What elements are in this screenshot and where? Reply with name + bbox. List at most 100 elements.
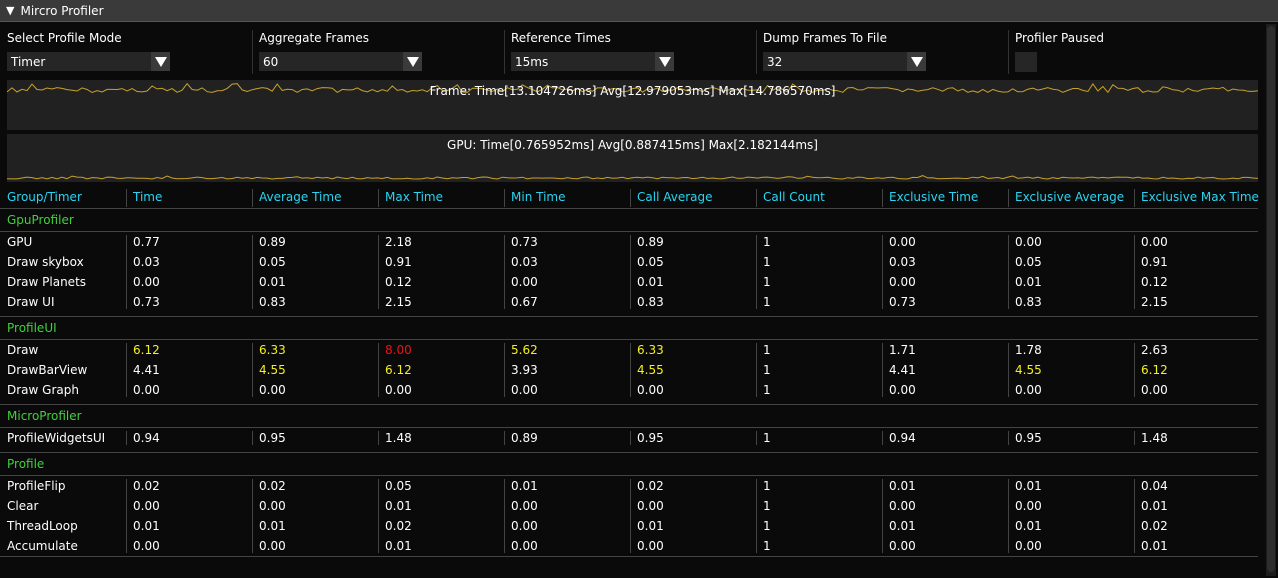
table-row[interactable]: GPU 0.77 0.89 2.18 0.73 0.89 1 0.00 0.00 0.00 bbox=[0, 232, 1264, 252]
timer-value: 0.03 bbox=[511, 255, 538, 269]
timer-value: 0.91 bbox=[385, 255, 412, 269]
column-separator bbox=[252, 343, 253, 397]
timer-name: Draw UI bbox=[7, 295, 55, 309]
timer-value: 1 bbox=[763, 295, 771, 309]
timer-value: 0.77 bbox=[133, 235, 160, 249]
table-bottom-divider bbox=[0, 556, 1258, 557]
profiler-title-bar[interactable]: ▼ Mircro Profiler bbox=[0, 0, 1278, 22]
profiler-paused-checkbox[interactable] bbox=[1015, 52, 1037, 72]
table-row[interactable]: Accumulate 0.00 0.00 0.01 0.00 0.00 1 0.00 0.00 0… bbox=[0, 536, 1264, 556]
column-header[interactable]: Call Average bbox=[637, 190, 713, 204]
timer-value: 0.12 bbox=[385, 275, 412, 289]
timer-value: 0.12 bbox=[1141, 275, 1168, 289]
timer-value: 0.00 bbox=[133, 383, 160, 397]
column-header[interactable]: Group/Timer bbox=[7, 190, 82, 204]
timer-value: 0.95 bbox=[637, 431, 664, 445]
table-header: Group/Timer Time Average Time Max Time Min T… bbox=[0, 186, 1264, 208]
column-separator bbox=[252, 479, 253, 553]
column-header[interactable]: Average Time bbox=[259, 190, 342, 204]
control-0: Select Profile Mode Timer bbox=[0, 22, 252, 76]
timer-value: 1 bbox=[763, 499, 771, 513]
column-separator bbox=[630, 189, 631, 207]
timer-value: 6.12 bbox=[385, 363, 412, 377]
table-row[interactable]: ProfileWidgetsUI 0.94 0.95 1.48 0.89 0.95 1 0.9… bbox=[0, 428, 1264, 448]
table-row[interactable]: Draw Planets 0.00 0.01 0.12 0.00 0.01 1 0.00 0.0… bbox=[0, 272, 1264, 292]
control-dropdown[interactable]: 15ms bbox=[511, 52, 674, 71]
table-row[interactable]: Draw 6.12 6.33 8.00 5.62 6.33 1 1.71 1.78 2.63 bbox=[0, 340, 1264, 360]
column-separator bbox=[1134, 189, 1135, 207]
table-row[interactable]: ThreadLoop 0.01 0.01 0.02 0.00 0.01 1 0.01 0.01 0… bbox=[0, 516, 1264, 536]
timer-value: 0.00 bbox=[1015, 499, 1042, 513]
timer-value: 0.02 bbox=[259, 479, 286, 493]
timer-value: 0.00 bbox=[511, 383, 538, 397]
timer-value: 0.00 bbox=[889, 383, 916, 397]
timer-value: 0.04 bbox=[1141, 479, 1168, 493]
timer-value: 0.00 bbox=[1141, 235, 1168, 249]
column-header[interactable]: Min Time bbox=[511, 190, 566, 204]
timer-name: Draw Planets bbox=[7, 275, 87, 289]
timer-value: 0.02 bbox=[637, 479, 664, 493]
timer-value: 0.01 bbox=[511, 479, 538, 493]
column-header[interactable]: Call Count bbox=[763, 190, 825, 204]
control-separator bbox=[756, 30, 757, 74]
column-header[interactable]: Max Time bbox=[385, 190, 443, 204]
control-dropdown[interactable]: Timer bbox=[7, 52, 170, 71]
group-header-row: MicroProfiler bbox=[0, 404, 1264, 428]
table-row[interactable]: Clear 0.00 0.00 0.01 0.00 0.00 1 0.00 0.00 0.01 bbox=[0, 496, 1264, 516]
timer-value: 0.03 bbox=[889, 255, 916, 269]
timer-name: ThreadLoop bbox=[7, 519, 78, 533]
scrollbar-thumb[interactable] bbox=[1267, 26, 1275, 572]
column-header[interactable]: Exclusive Max Time bbox=[1141, 190, 1259, 204]
timer-value: 0.00 bbox=[1015, 235, 1042, 249]
timer-value: 4.55 bbox=[637, 363, 664, 377]
column-separator bbox=[1008, 479, 1009, 553]
column-separator bbox=[882, 189, 883, 207]
dropdown-arrow-button[interactable] bbox=[655, 52, 674, 71]
table-row[interactable]: Draw Graph 0.00 0.00 0.00 0.00 0.00 1 0.00 0.00 0… bbox=[0, 380, 1264, 400]
column-separator bbox=[630, 431, 631, 445]
control-dropdown[interactable]: 32 bbox=[763, 52, 926, 71]
table-row[interactable]: ProfileFlip 0.02 0.02 0.05 0.01 0.02 1 0.01 0.01… bbox=[0, 476, 1264, 496]
column-separator bbox=[252, 189, 253, 207]
control-label: Reference Times bbox=[511, 31, 611, 45]
timer-value: 1 bbox=[763, 479, 771, 493]
column-header[interactable]: Exclusive Time bbox=[889, 190, 979, 204]
column-separator bbox=[378, 343, 379, 397]
timer-value: 4.41 bbox=[889, 363, 916, 377]
window-title: Mircro Profiler bbox=[20, 3, 104, 18]
control-dropdown[interactable]: 60 bbox=[259, 52, 422, 71]
column-separator bbox=[126, 235, 127, 309]
column-separator bbox=[1134, 235, 1135, 309]
collapse-triangle-icon[interactable]: ▼ bbox=[6, 4, 15, 17]
timer-value: 4.55 bbox=[259, 363, 286, 377]
timer-value: 6.33 bbox=[259, 343, 286, 357]
timer-value: 1.48 bbox=[1141, 431, 1168, 445]
dropdown-arrow-button[interactable] bbox=[151, 52, 170, 71]
column-header[interactable]: Exclusive Average bbox=[1015, 190, 1125, 204]
timer-value: 0.89 bbox=[259, 235, 286, 249]
timer-value: 0.91 bbox=[1141, 255, 1168, 269]
timer-value: 1 bbox=[763, 383, 771, 397]
timer-value: 4.41 bbox=[133, 363, 160, 377]
dropdown-value: Timer bbox=[11, 54, 46, 69]
timer-value: 0.01 bbox=[259, 519, 286, 533]
column-header[interactable]: Time bbox=[133, 190, 163, 204]
dropdown-arrow-button[interactable] bbox=[403, 52, 422, 71]
timer-value: 1 bbox=[763, 235, 771, 249]
graph-polyline bbox=[7, 175, 1258, 180]
timer-value: 0.02 bbox=[1141, 519, 1168, 533]
timer-value: 0.00 bbox=[511, 275, 538, 289]
column-separator bbox=[1008, 235, 1009, 309]
table-row[interactable]: Draw skybox 0.03 0.05 0.91 0.03 0.05 1 0.03 0.05… bbox=[0, 252, 1264, 272]
timer-value: 0.00 bbox=[511, 519, 538, 533]
dropdown-arrow-button[interactable] bbox=[907, 52, 926, 71]
timer-value: 0.83 bbox=[1015, 295, 1042, 309]
timer-value: 0.83 bbox=[259, 295, 286, 309]
control-1: Aggregate Frames 60 bbox=[252, 22, 504, 76]
column-separator bbox=[252, 431, 253, 445]
column-separator bbox=[756, 189, 757, 207]
timer-value: 2.15 bbox=[1141, 295, 1168, 309]
table-row[interactable]: Draw UI 0.73 0.83 2.15 0.67 0.83 1 0.73 0.83 2.15 bbox=[0, 292, 1264, 312]
graph-polyline bbox=[7, 82, 1258, 94]
table-row[interactable]: DrawBarView 4.41 4.55 6.12 3.93 4.55 1 4.41 4.55… bbox=[0, 360, 1264, 380]
